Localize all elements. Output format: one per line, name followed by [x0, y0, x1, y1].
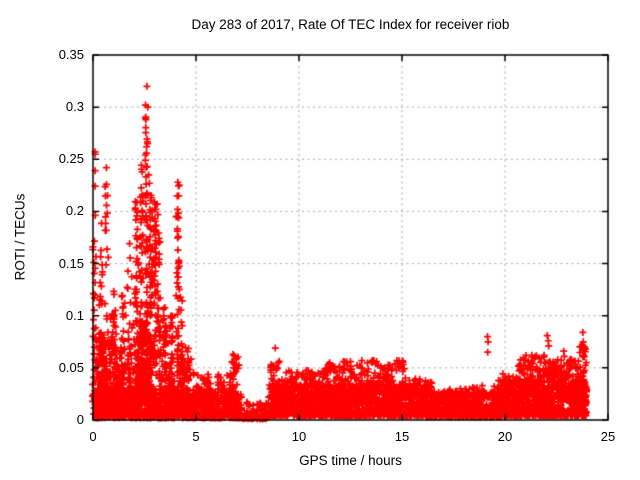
- y-tick-label-025: 0.25: [58, 151, 84, 166]
- y-tick-label-03: 0.3: [65, 99, 84, 114]
- x-tick-label-25: 25: [600, 429, 616, 444]
- y-tick-label-015: 0.15: [58, 256, 84, 271]
- y-tick-label-035: 0.35: [58, 47, 84, 62]
- x-axis-label: GPS time / hours: [299, 453, 402, 468]
- x-tick-label-5: 5: [192, 429, 200, 444]
- y-tick-label-02: 0.2: [65, 203, 84, 218]
- x-tick-label-20: 20: [497, 429, 513, 444]
- y-tick-label-005: 0.05: [58, 360, 84, 375]
- y-tick-label-01: 0.1: [65, 308, 84, 323]
- x-tick-label-10: 10: [291, 429, 307, 444]
- chart-title: Day 283 of 2017, Rate Of TEC Index for r…: [191, 17, 510, 32]
- x-tick-label-0: 0: [89, 429, 97, 444]
- x-tick-label-15: 15: [394, 429, 410, 444]
- y-tick-label-0: 0: [76, 412, 84, 427]
